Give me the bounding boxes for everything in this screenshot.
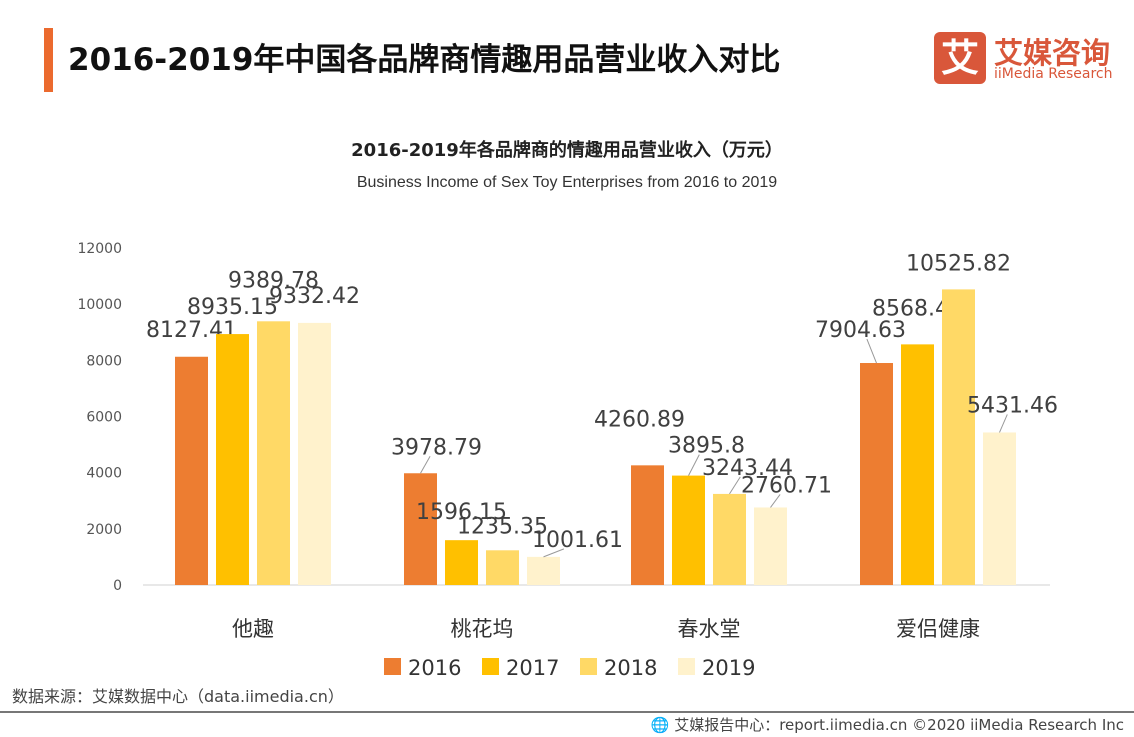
data-source: 数据来源：艾媒数据中心（data.iimedia.cn） — [12, 687, 344, 706]
data-label: 1235.35 — [457, 514, 548, 539]
data-label: 3895.8 — [668, 434, 745, 459]
bar-2019 — [298, 322, 331, 585]
bar-2019 — [983, 432, 1016, 585]
data-label: 1001.61 — [532, 528, 623, 553]
bar-2016 — [631, 465, 664, 585]
bar-2016 — [404, 473, 437, 585]
data-label: 5431.46 — [967, 393, 1058, 418]
chart-title: 2016-2019年各品牌商的情趣用品营业收入（万元） — [351, 140, 783, 161]
data-label: 10525.82 — [906, 251, 1011, 276]
footer-text: 艾媒报告中心：report.iimedia.cn ©2020 iiMedia R… — [674, 716, 1124, 734]
legend-swatch — [384, 658, 401, 675]
category-label: 他趣 — [232, 617, 274, 641]
bar-2019 — [754, 507, 787, 585]
data-label: 7904.63 — [815, 318, 906, 343]
leader-line — [688, 454, 700, 476]
category-label: 春水堂 — [678, 617, 741, 641]
bar-2016 — [175, 356, 208, 585]
bar-2018 — [486, 550, 519, 585]
legend-swatch — [580, 658, 597, 675]
leader-line — [420, 456, 431, 474]
bar-2017 — [901, 344, 934, 585]
bar-2016 — [860, 363, 893, 585]
leader-line — [866, 338, 877, 364]
leader-line — [999, 414, 1008, 433]
y-tick-label: 12000 — [77, 241, 122, 257]
bar-2018 — [257, 321, 290, 585]
logo-cn: 艾媒咨询 — [994, 36, 1111, 70]
y-tick-label: 6000 — [86, 410, 122, 426]
data-label: 9389.78 — [228, 268, 319, 293]
category-label: 桃花坞 — [451, 617, 514, 641]
bar-2017 — [445, 540, 478, 585]
y-tick-label: 4000 — [86, 466, 122, 482]
logo: 艾 艾媒咨询 iiMedia Research — [934, 32, 1124, 86]
footer-divider — [0, 711, 1134, 713]
title-accent-bar — [44, 28, 53, 92]
legend-label: 2017 — [506, 656, 559, 680]
bar-2017 — [216, 334, 249, 585]
globe-cursor-icon: 🌐 — [650, 716, 670, 734]
chart-subtitle: Business Income of Sex Toy Enterprises f… — [356, 174, 778, 191]
leader-line — [770, 494, 781, 508]
legend-swatch — [482, 658, 499, 675]
logo-en: iiMedia Research — [994, 66, 1113, 82]
bar-2018 — [713, 493, 746, 585]
y-tick-label: 10000 — [77, 297, 122, 313]
y-tick-label: 2000 — [86, 522, 122, 538]
data-label: 2760.71 — [741, 473, 832, 498]
y-tick-label: 0 — [113, 578, 122, 594]
legend-swatch — [678, 658, 695, 675]
page-title: 2016-2019年中国各品牌商情趣用品营业收入对比 — [68, 42, 781, 78]
logo-mark: 艾 — [934, 32, 986, 84]
legend-label: 2018 — [604, 656, 657, 680]
leader-line — [543, 548, 565, 558]
data-label: 8935.15 — [187, 295, 278, 320]
footer: 🌐 艾媒报告中心：report.iimedia.cn ©2020 iiMedia… — [651, 714, 1124, 735]
data-label: 9332.42 — [269, 284, 360, 309]
data-label: 3243.44 — [702, 456, 793, 481]
bar-2019 — [527, 556, 560, 585]
data-label: 4260.89 — [594, 407, 685, 432]
data-label: 1596.15 — [416, 500, 507, 525]
legend-label: 2019 — [702, 656, 755, 680]
legend-label: 2016 — [408, 656, 461, 680]
y-tick-label: 8000 — [86, 353, 122, 369]
data-label: 3978.79 — [391, 435, 482, 460]
leader-line — [729, 476, 741, 495]
bar-2017 — [672, 475, 705, 585]
category-label: 爱侣健康 — [896, 617, 980, 641]
bar-2018 — [942, 289, 975, 585]
